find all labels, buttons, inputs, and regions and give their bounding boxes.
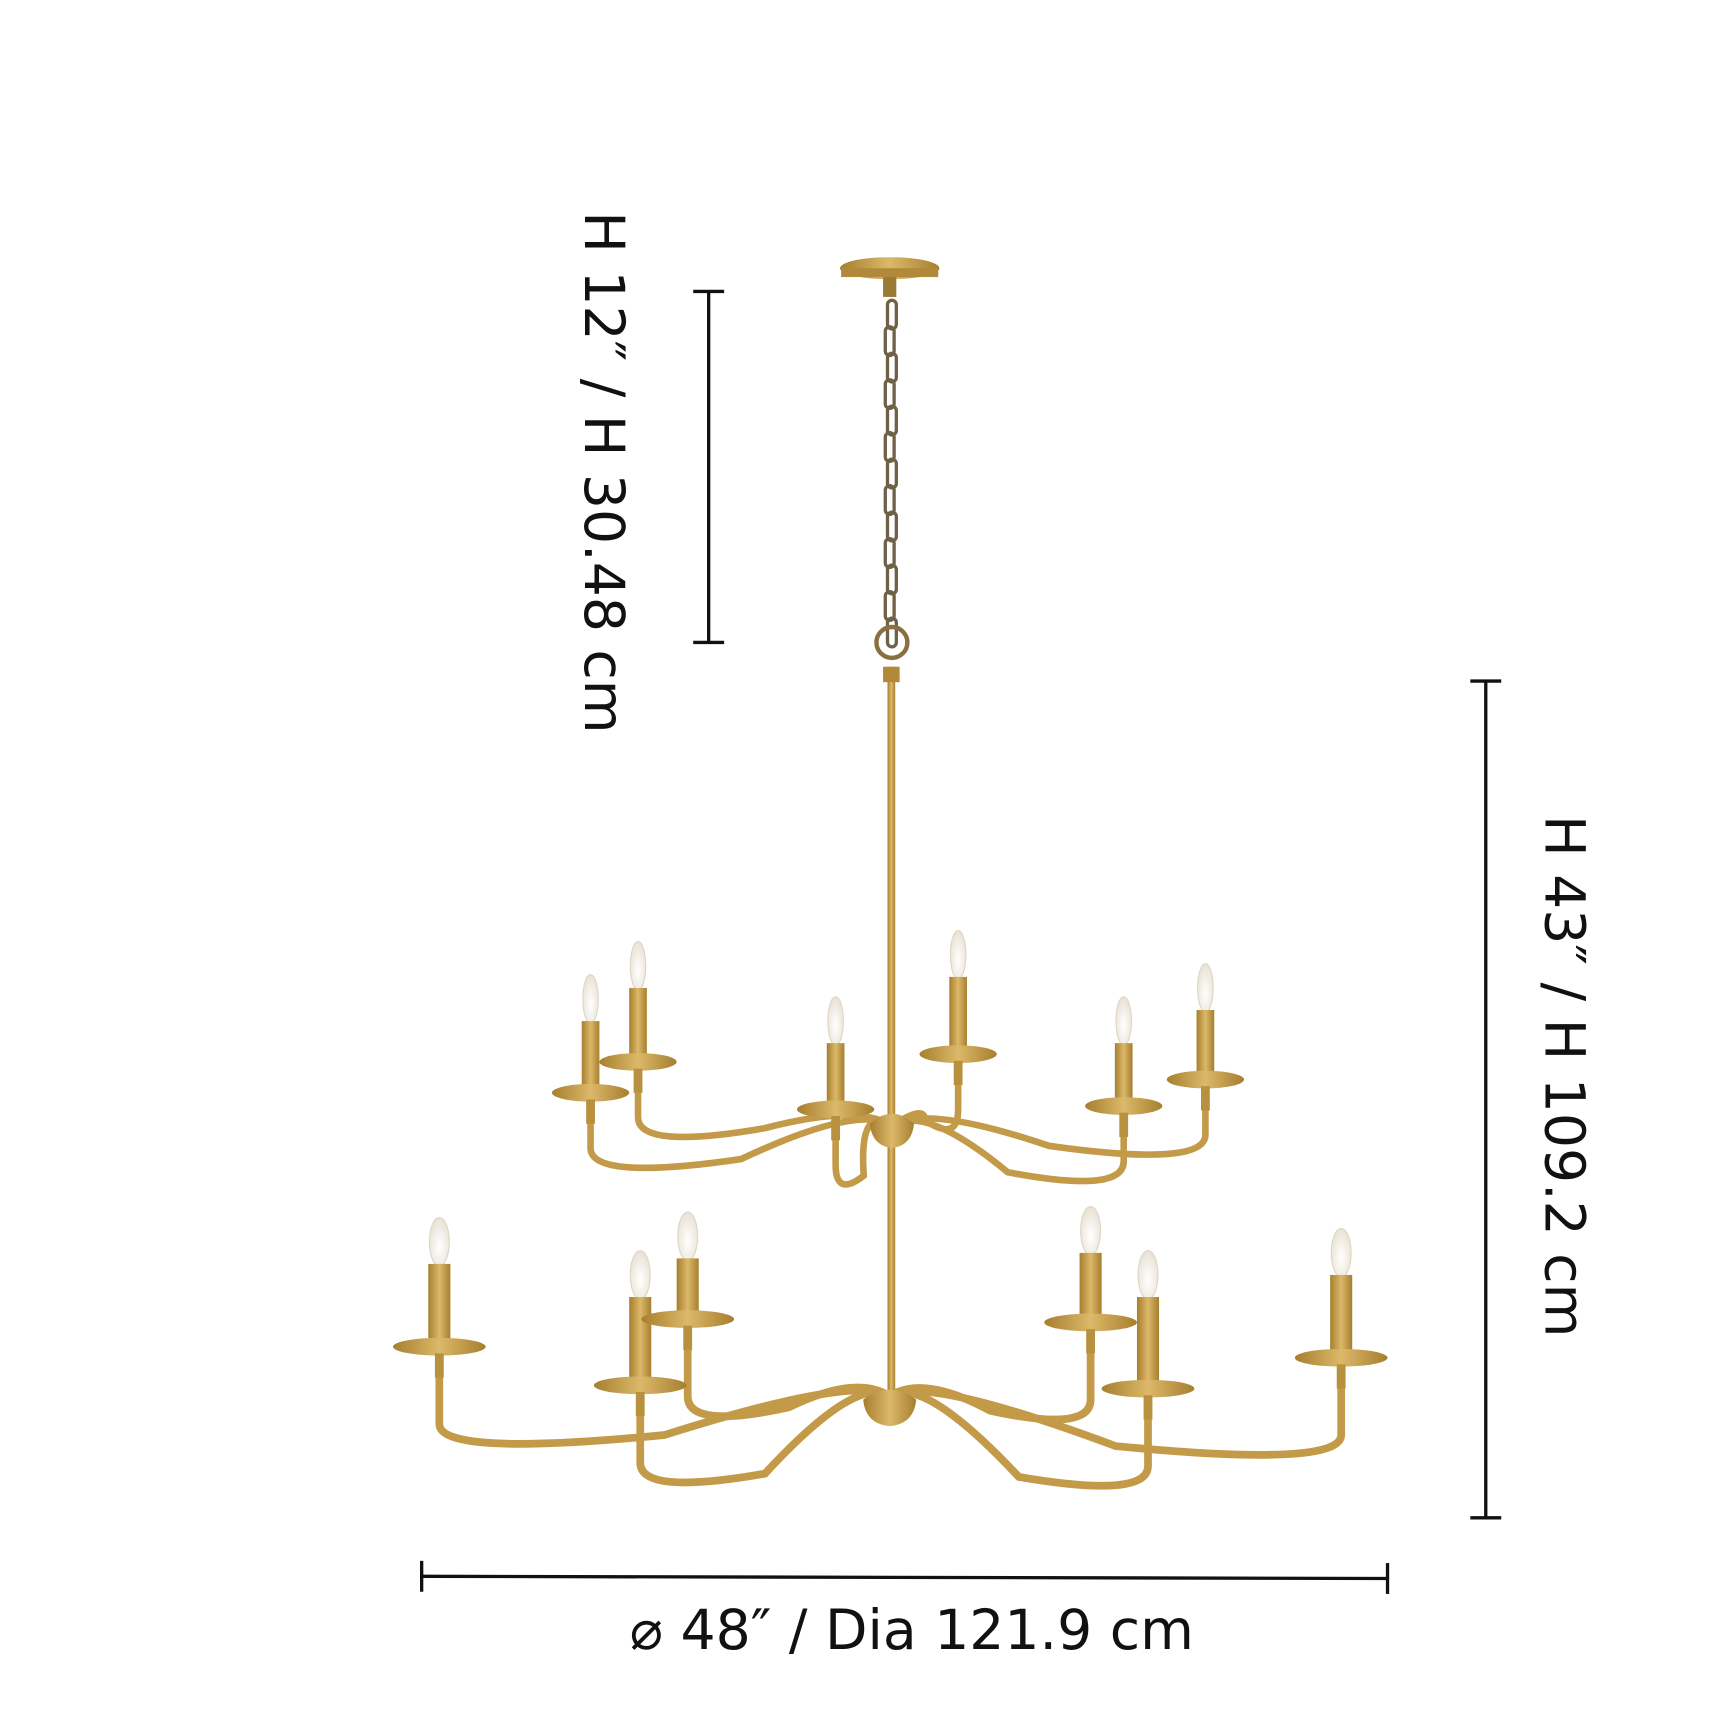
canopy-base — [841, 268, 939, 278]
candle-light — [1101, 1250, 1195, 1420]
candle-sleeve — [1079, 1252, 1102, 1323]
candle-sleeve — [428, 1263, 451, 1347]
chandelier-image — [392, 257, 1388, 1490]
chain-ring — [874, 624, 910, 661]
candle-light — [1085, 996, 1163, 1137]
arm — [890, 1086, 1209, 1158]
candle-sleeve — [676, 1258, 699, 1320]
chain-link — [883, 484, 896, 517]
center-rod — [887, 666, 896, 1418]
candle-light — [593, 1250, 687, 1417]
chain-link — [885, 510, 898, 543]
drip-cup — [796, 1100, 875, 1119]
drip-cup — [593, 1376, 687, 1395]
bulb — [1137, 1250, 1159, 1300]
drip-cup — [641, 1310, 735, 1328]
bulb — [1080, 1205, 1102, 1256]
chain-link — [885, 457, 898, 490]
chain-link — [885, 563, 898, 596]
lower-hub — [863, 1389, 917, 1427]
upper-hub — [869, 1113, 914, 1148]
chain-link — [883, 431, 896, 464]
drip-cup — [1101, 1379, 1195, 1398]
drip-cup — [1044, 1313, 1137, 1332]
candle-sleeve — [629, 987, 647, 1062]
drip-cup — [551, 1083, 630, 1102]
chain-height-dimension — [693, 289, 725, 645]
bulb — [629, 1250, 651, 1300]
candle-sleeve — [629, 1297, 652, 1386]
chain-link — [883, 378, 896, 411]
candle-light — [919, 929, 997, 1086]
candle-light — [641, 1211, 735, 1351]
chain-link — [885, 298, 898, 331]
candle-light — [599, 941, 677, 1093]
bulb — [949, 929, 967, 980]
body-height-dimension — [1470, 679, 1502, 1520]
candle-sleeve — [1330, 1274, 1353, 1358]
chain-height-label: H 12″ / H 30.48 cm — [571, 211, 635, 733]
candle-sleeve — [1196, 1010, 1215, 1080]
bulb — [629, 941, 647, 991]
candle-sleeve — [1136, 1297, 1160, 1389]
candle-light — [1166, 963, 1245, 1111]
arm — [435, 1353, 892, 1448]
candle-sleeve — [949, 976, 967, 1055]
candle-light — [796, 996, 875, 1141]
candle-sleeve — [581, 1021, 600, 1093]
chain-link — [883, 537, 896, 570]
chain-link — [883, 590, 896, 623]
chain — [883, 298, 898, 649]
candle-sleeve — [1114, 1043, 1133, 1107]
bulb — [428, 1216, 450, 1267]
drip-cup — [919, 1045, 997, 1064]
bulb — [1330, 1228, 1352, 1278]
bulb — [827, 996, 844, 1046]
diameter-dimension — [420, 1560, 1390, 1594]
drip-cup — [392, 1337, 486, 1356]
arm — [887, 1388, 1152, 1490]
drip-cup — [1166, 1070, 1245, 1089]
bulb — [582, 974, 599, 1024]
chain-link — [885, 616, 898, 649]
arm — [683, 1325, 892, 1421]
candles — [392, 929, 1388, 1420]
candle-light — [1294, 1228, 1388, 1389]
diameter-label: ⌀ 48″ / Dia 121.9 cm — [630, 1599, 1194, 1663]
arm — [634, 1068, 894, 1141]
body-height-label: H 43″ / H 109.2 cm — [1531, 815, 1595, 1337]
bulb — [677, 1211, 699, 1262]
chain-link — [885, 404, 898, 437]
drip-cup — [1294, 1348, 1388, 1367]
bulb — [1197, 963, 1214, 1013]
candle-light — [392, 1216, 486, 1378]
bulb — [1115, 996, 1132, 1046]
candle-sleeve — [826, 1043, 845, 1110]
drip-cup — [599, 1053, 677, 1071]
arm — [890, 1112, 1128, 1185]
arm — [587, 1099, 894, 1172]
candle-light — [1044, 1205, 1137, 1354]
arm — [887, 1364, 1346, 1459]
chain-link — [883, 325, 896, 358]
candle-light — [551, 974, 630, 1124]
chain-link — [885, 351, 898, 384]
drip-cup — [1085, 1097, 1163, 1115]
arm — [636, 1388, 892, 1487]
lower-tier-arms — [435, 1325, 1346, 1490]
